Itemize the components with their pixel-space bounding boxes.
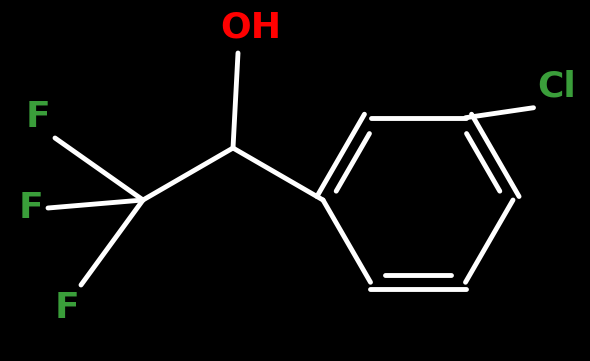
Text: F: F bbox=[25, 100, 50, 134]
Text: OH: OH bbox=[220, 11, 281, 45]
Text: F: F bbox=[54, 291, 79, 325]
Text: F: F bbox=[18, 191, 43, 225]
Text: Cl: Cl bbox=[537, 70, 576, 104]
